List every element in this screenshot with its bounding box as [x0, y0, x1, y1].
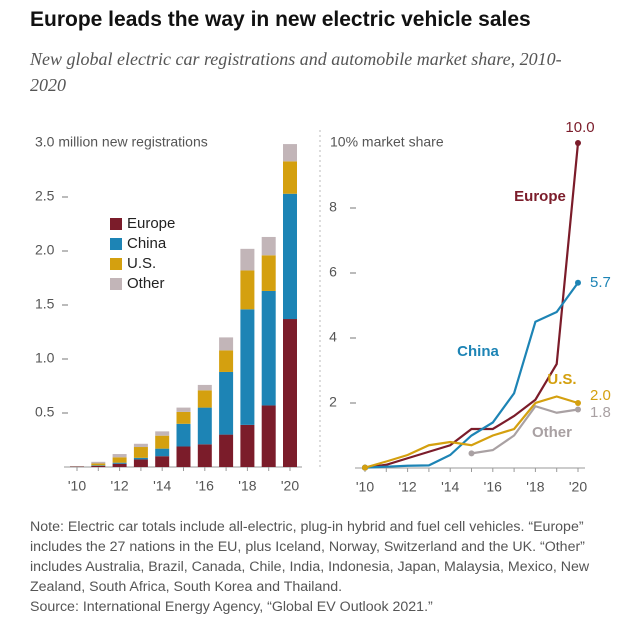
x-tick-label: '14 — [441, 479, 459, 495]
bar-segment — [112, 463, 127, 467]
bar-segment — [283, 161, 297, 194]
bar-segment — [219, 434, 234, 467]
bar-segment — [91, 463, 106, 466]
legend-swatch — [110, 258, 122, 270]
line — [364, 282, 579, 469]
y-tick-label: 1.0 — [35, 350, 55, 366]
bar-segment — [112, 462, 127, 464]
legend-swatch — [110, 218, 122, 230]
bar-segment — [197, 384, 212, 391]
legend-swatch — [110, 278, 122, 290]
bar-segment — [283, 193, 297, 320]
value-label: 10.0 — [565, 119, 594, 136]
title: Europe leads the way in new electric veh… — [30, 8, 531, 31]
legend-label: China — [127, 235, 167, 252]
legend-swatch — [110, 238, 122, 250]
x-tick-label: '18 — [526, 479, 544, 495]
charts: 0.5 1.0 1.5 2.0 2.5 3.0 million new registrat… — [35, 119, 611, 495]
bar-segment — [261, 290, 276, 406]
bar-segment — [176, 407, 191, 412]
bar-segment — [261, 405, 276, 467]
y-tick-label: 3.0 million new registrations — [35, 134, 208, 150]
bar-segment — [133, 457, 148, 460]
value-label: 1.8 — [590, 404, 611, 421]
y-tick-label: 2 — [329, 394, 337, 410]
line — [364, 142, 580, 469]
bar-segment — [176, 446, 191, 467]
y-tick-label: 2.0 — [35, 242, 55, 258]
x-tick-label: '12 — [110, 478, 128, 494]
bar-segment — [240, 309, 255, 425]
bar-segment — [240, 270, 255, 310]
bar-segment — [176, 411, 191, 424]
point — [468, 450, 475, 457]
bar-segment — [219, 371, 234, 435]
x-tick-label: '14 — [153, 478, 171, 494]
bar-segment — [155, 431, 170, 436]
note: Note: Electric car totals include all-el… — [30, 519, 590, 595]
bar-segment — [91, 461, 106, 464]
point — [575, 400, 581, 406]
bar-segment — [112, 454, 127, 458]
bar-segment — [133, 443, 148, 448]
x-tick-label: '16 — [196, 478, 214, 494]
bar-segment — [155, 435, 170, 449]
bar-segment — [155, 456, 170, 467]
y-tick-label: 4 — [329, 329, 337, 345]
y-tick-label: 8 — [329, 199, 337, 215]
y-tick-label: 0.5 — [35, 404, 55, 420]
bar-segment — [261, 236, 276, 256]
bar-segment — [197, 444, 212, 467]
series-label: China — [457, 343, 499, 360]
legend-label: U.S. — [127, 255, 156, 272]
bar-segment — [283, 319, 297, 467]
series-label: U.S. — [547, 371, 576, 388]
bar-segment — [197, 407, 212, 445]
bar-segment — [240, 248, 255, 271]
value-label: 2.0 — [590, 387, 611, 404]
y-tick-label: 6 — [329, 264, 337, 280]
subtitle: New global electric car registrations an… — [30, 49, 562, 95]
bar-segment — [240, 424, 255, 467]
x-tick-label: '10 — [356, 479, 374, 495]
source: Source: International Energy Agency, “Gl… — [30, 599, 433, 615]
bar-segment — [219, 337, 234, 351]
value-label: 5.7 — [590, 274, 611, 291]
point — [575, 140, 581, 146]
x-tick-label: '10 — [68, 478, 86, 494]
x-tick-label: '20 — [569, 479, 587, 495]
bar-segment — [112, 457, 127, 463]
bar-segment — [133, 447, 148, 458]
x-tick-label: '12 — [398, 479, 416, 495]
legend-label: Other — [127, 275, 165, 292]
bar-segment — [197, 390, 212, 408]
bar-segment — [133, 459, 148, 467]
bar-segment — [155, 448, 170, 457]
note-block: Note: Electric car totals include all-el… — [30, 517, 615, 617]
line — [471, 404, 579, 455]
y-tick-label: 1.5 — [35, 296, 55, 312]
series-label: Other — [532, 424, 572, 441]
point — [575, 406, 581, 413]
bar-segment — [283, 144, 297, 162]
point — [362, 464, 368, 471]
series-label: Europe — [514, 188, 566, 205]
bar-segment — [91, 465, 106, 467]
x-tick-label: '16 — [484, 479, 502, 495]
bar-segment — [261, 255, 276, 291]
bar-segment — [91, 465, 106, 466]
line — [364, 395, 579, 469]
y-tick-label: 10% market share — [330, 134, 444, 150]
x-tick-label: '20 — [281, 478, 299, 494]
y-tick-label: 2.5 — [35, 188, 55, 204]
x-tick-label: '18 — [238, 478, 256, 494]
bar-segment — [176, 423, 191, 447]
legend-label: Europe — [127, 215, 175, 232]
bar-segment — [219, 350, 234, 372]
point — [575, 279, 581, 286]
